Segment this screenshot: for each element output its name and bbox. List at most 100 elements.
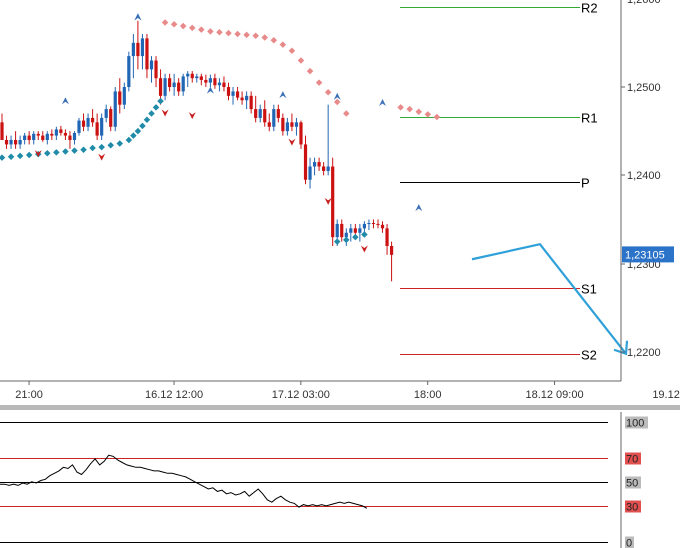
sar-dot [261, 34, 268, 41]
candle-body [208, 78, 212, 83]
candle-body [362, 223, 366, 229]
candle-body [81, 120, 86, 127]
candle-body [331, 166, 335, 238]
sar-dot [71, 147, 78, 154]
candle-body [389, 246, 394, 255]
sar-dot [225, 29, 232, 37]
oscillator-level-label: 50 [626, 478, 638, 490]
sar-dot [170, 21, 178, 28]
fractal-up-arrow [206, 86, 214, 94]
candle-body [136, 42, 140, 57]
candle-body [249, 95, 253, 110]
candle-body [308, 166, 312, 180]
oscillator-series-line [0, 454, 368, 509]
candle-body [272, 109, 276, 127]
sar-dot [7, 153, 15, 161]
candle-body [258, 109, 262, 118]
candle-body [50, 133, 54, 136]
sar-dot [343, 236, 350, 244]
fractal-up-arrow [61, 97, 69, 105]
candle-body [36, 133, 40, 136]
pivot-label-r2: R2 [581, 1, 598, 16]
sar-dot [16, 152, 24, 160]
sar-dot [433, 113, 441, 121]
candle-body [267, 122, 271, 127]
candle-body [63, 132, 68, 136]
candle-body [23, 135, 27, 141]
price-tick-label: 1,2500 [627, 82, 661, 94]
candle-body [322, 166, 326, 171]
candle-body [77, 120, 81, 133]
price-tick-label: 1,2400 [627, 170, 661, 182]
candle-body [32, 133, 36, 141]
candle-body [86, 117, 90, 127]
sar-dot [288, 47, 296, 55]
candle-body [349, 228, 353, 233]
candle-body [285, 122, 289, 132]
time-tick-label: 17.12 03:00 [272, 389, 330, 401]
fractal-down-arrow [34, 150, 42, 158]
time-tick-label: 16.12 12:00 [145, 389, 203, 401]
candle-body [312, 162, 317, 167]
candle-body [190, 73, 194, 79]
sar-dot [234, 30, 241, 38]
candle-body [181, 76, 185, 92]
sar-dot [107, 142, 114, 149]
sar-dot [333, 238, 341, 245]
sar-dot [89, 144, 96, 152]
sar-dot [0, 154, 6, 161]
fractal-down-arrow [98, 153, 106, 161]
sar-dot [125, 136, 133, 144]
sar-dot [406, 105, 413, 113]
sar-dot [279, 41, 287, 48]
fractal-down-arrow [188, 112, 196, 120]
sar-dot [98, 143, 105, 151]
candle-body [326, 166, 330, 171]
pivot-label-s1: S1 [581, 282, 597, 297]
oscillator-level-label: 70 [626, 454, 638, 466]
sar-dot [198, 26, 205, 33]
fractal-up-arrow [279, 91, 287, 99]
price-tick-label: 1,2600 [627, 0, 661, 6]
sar-dot [333, 98, 341, 106]
sar-dot [130, 132, 137, 139]
candle-body [0, 122, 4, 141]
candle-body [59, 129, 63, 133]
candle-body [376, 223, 380, 225]
candle-body [353, 228, 357, 233]
candle-body [335, 223, 339, 238]
pivot-label-r1: R1 [581, 111, 598, 126]
sar-dot [143, 116, 151, 123]
candle-body [371, 223, 376, 225]
sar-dot [139, 122, 146, 130]
sar-dot [134, 127, 142, 135]
sar-dot [297, 57, 305, 64]
candle-body [385, 228, 389, 247]
current-price-box [622, 246, 674, 263]
fractal-up-arrow [333, 92, 341, 100]
time-tick-label: 19.12 00:00 [652, 389, 680, 401]
candle-body [217, 82, 222, 86]
candle-body [127, 56, 131, 88]
candle-body [367, 223, 371, 225]
sar-dot [243, 31, 250, 39]
fractals [34, 13, 423, 253]
sar-dot [53, 149, 60, 156]
candle-body [9, 140, 13, 145]
sar-dot [25, 151, 33, 159]
fractal-down-arrow [161, 109, 169, 117]
candle-body [299, 122, 303, 145]
candle-body [109, 109, 113, 127]
candle-body [177, 82, 181, 92]
candle-body [245, 95, 249, 101]
candle-body [226, 87, 231, 96]
sar-dot [361, 231, 368, 238]
candle-body [100, 117, 104, 136]
fractal-down-arrow [288, 138, 296, 146]
candle-body [235, 91, 240, 98]
sar-dot [152, 104, 160, 111]
candle-body [358, 228, 362, 233]
sar-dot [80, 146, 87, 153]
